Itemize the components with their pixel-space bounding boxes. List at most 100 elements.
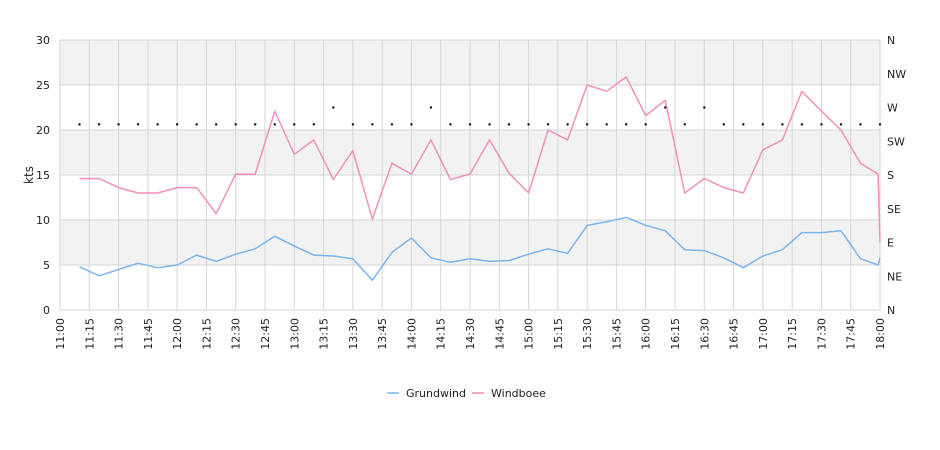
direction-point [390, 123, 394, 126]
direction-tick-label: W [887, 102, 898, 115]
series-line-0 [79, 216, 881, 282]
direction-point [97, 123, 101, 126]
y-tick-label: 10 [36, 214, 50, 227]
y-axis-label: kts [22, 166, 36, 184]
y-tick-label: 20 [36, 124, 50, 137]
direction-point [527, 123, 530, 126]
direction-tick-label: N [887, 304, 895, 317]
x-axis-ticks: 11:00 11:15 11:30 11:45 12:00 12:15 12:30 12:45… [54, 318, 887, 350]
direction-point [761, 123, 765, 126]
y-tick-label: 25 [36, 79, 50, 92]
direction-point [214, 123, 218, 126]
direction-point [605, 123, 608, 126]
series-line-1 [79, 76, 881, 243]
direction-point [781, 123, 784, 126]
x-tick-label: 13:30 [347, 318, 360, 350]
direction-point [546, 123, 550, 126]
direction-point [449, 123, 452, 126]
x-tick-label: 15:30 [581, 318, 594, 350]
y-tick-label: 30 [36, 34, 50, 47]
direction-tick-label: NE [887, 270, 902, 283]
direction-point [195, 123, 198, 126]
y-tick-label: 5 [43, 259, 50, 272]
x-tick-label: 17:45 [845, 318, 858, 350]
direction-point [820, 123, 823, 126]
direction-point [254, 123, 257, 126]
x-tick-label: 12:45 [259, 318, 272, 350]
direction-tick-label: SW [887, 135, 905, 148]
direction-point [293, 123, 296, 126]
direction-point [878, 123, 882, 126]
direction-point [156, 123, 159, 126]
x-tick-label: 15:15 [552, 318, 565, 350]
x-tick-label: 11:30 [113, 318, 126, 350]
direction-point [624, 123, 628, 126]
direction-markers [78, 106, 882, 126]
x-tick-label: 12:30 [230, 318, 243, 350]
direction-point [234, 123, 237, 126]
x-tick-label: 14:45 [493, 318, 506, 350]
x-tick-label: 15:45 [610, 318, 623, 350]
direction-point [566, 123, 569, 126]
y-tick-label: 0 [43, 304, 50, 317]
direction-tick-label: E [887, 237, 894, 250]
x-tick-label: 17:00 [757, 318, 770, 350]
x-tick-label: 14:00 [405, 318, 418, 350]
direction-axis-ticks: N NE E SE S SW W NW N [887, 34, 906, 317]
direction-point [136, 123, 140, 126]
legend-label: Grundwind [406, 387, 466, 400]
y-tick-label: 15 [36, 169, 50, 182]
legend: Grundwind Windboee [387, 387, 546, 400]
x-tick-label: 12:00 [171, 318, 184, 350]
direction-tick-label: S [887, 169, 894, 182]
x-tick-label: 15:00 [523, 318, 536, 350]
direction-point [722, 123, 726, 126]
direction-point [175, 123, 179, 126]
direction-point [664, 106, 667, 109]
x-tick-label: 13:15 [318, 318, 331, 350]
x-tick-label: 16:45 [728, 318, 741, 350]
x-tick-label: 14:30 [464, 318, 477, 350]
direction-point [644, 123, 647, 126]
x-tick-label: 17:30 [815, 318, 828, 350]
direction-point [507, 123, 511, 126]
direction-point [488, 123, 491, 126]
direction-point [839, 123, 843, 126]
direction-point [683, 123, 686, 126]
direction-point [585, 123, 589, 126]
direction-tick-label: SE [887, 203, 901, 216]
x-tick-label: 16:00 [640, 318, 653, 350]
x-tick-label: 13:45 [376, 318, 389, 350]
direction-point [351, 123, 355, 126]
direction-point [332, 106, 335, 109]
direction-point [859, 123, 862, 126]
direction-point [800, 123, 804, 126]
x-tick-label: 14:15 [435, 318, 448, 350]
x-tick-label: 11:45 [142, 318, 155, 350]
x-tick-label: 11:00 [54, 318, 67, 350]
y-axis-ticks: 0 5 10 15 20 25 30 [36, 34, 50, 317]
direction-point [117, 123, 120, 126]
direction-point [468, 123, 472, 126]
direction-tick-label: N [887, 34, 895, 47]
direction-point [703, 106, 706, 109]
direction-point [410, 123, 413, 126]
direction-point [371, 123, 374, 126]
direction-point [273, 123, 276, 126]
direction-point [312, 123, 316, 126]
x-tick-label: 13:00 [288, 318, 301, 350]
x-tick-label: 11:15 [83, 318, 96, 350]
series-lines [79, 76, 881, 282]
direction-tick-label: NW [887, 68, 906, 81]
x-tick-label: 16:15 [669, 318, 682, 350]
x-tick-label: 17:15 [786, 318, 799, 350]
direction-point [742, 123, 745, 126]
legend-label: Windboee [491, 387, 546, 400]
x-tick-label: 18:00 [874, 318, 887, 350]
horizontal-grid [60, 39, 880, 311]
x-tick-label: 16:30 [698, 318, 711, 350]
x-tick-label: 12:15 [200, 318, 213, 350]
direction-point [429, 106, 433, 109]
direction-point [78, 123, 81, 126]
